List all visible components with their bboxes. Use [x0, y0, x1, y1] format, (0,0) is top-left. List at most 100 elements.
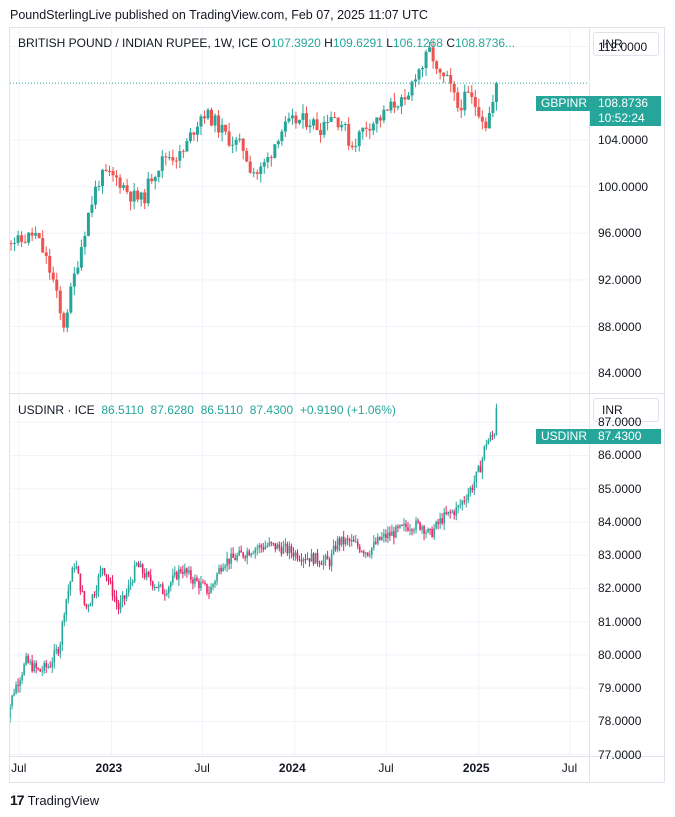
candle-body — [188, 570, 190, 573]
candle-body — [170, 582, 172, 587]
candle — [198, 578, 200, 595]
candle-body — [51, 662, 54, 667]
candle-body — [202, 582, 204, 584]
candle-body — [469, 487, 472, 494]
candle-body — [491, 435, 494, 437]
candle-body — [190, 570, 192, 580]
candle-body — [77, 566, 80, 574]
candle — [91, 593, 94, 607]
candle — [157, 170, 161, 183]
candle — [242, 551, 244, 559]
candle-body — [13, 693, 15, 696]
price-tick-label: 81.0000 — [598, 614, 642, 629]
gbpinr-chart-pane[interactable] — [10, 28, 589, 393]
candle — [155, 586, 158, 589]
candle — [276, 542, 279, 550]
candle-body — [286, 543, 289, 554]
candle-body — [97, 186, 101, 188]
candle — [315, 112, 319, 131]
candle-body — [23, 664, 25, 675]
candle-body — [208, 592, 210, 594]
candle — [186, 567, 188, 578]
candle-body — [51, 272, 55, 280]
candle — [343, 122, 347, 131]
candle — [170, 580, 172, 592]
candle-body — [429, 528, 431, 530]
candle-body — [125, 593, 128, 599]
candle-body — [242, 552, 244, 557]
candle-body — [264, 546, 267, 550]
candle — [342, 530, 345, 551]
usdinr-chart-pane[interactable] — [10, 394, 589, 756]
candle-body — [443, 512, 445, 524]
candle-body — [475, 471, 478, 483]
price-tick-label: 100.0000 — [598, 179, 649, 194]
candle-body — [248, 551, 251, 556]
candle — [340, 120, 344, 132]
candle — [452, 80, 456, 101]
candle — [16, 230, 20, 246]
candle — [399, 524, 401, 530]
candle — [202, 110, 206, 124]
pane-divider[interactable] — [9, 393, 665, 394]
candle-body — [421, 526, 423, 530]
candle-body — [413, 529, 415, 532]
candle — [224, 124, 228, 135]
candle — [41, 230, 45, 254]
candle-body — [470, 92, 474, 97]
candle — [43, 660, 45, 674]
candle-body — [449, 75, 453, 84]
candle — [413, 527, 415, 535]
candle — [151, 580, 154, 591]
currency-button-bottom[interactable]: INR — [593, 398, 659, 422]
candle-body — [334, 545, 337, 550]
candle-body — [419, 522, 421, 530]
candle-body — [150, 178, 154, 182]
candle-body — [480, 116, 484, 122]
candle-body — [236, 555, 238, 560]
candle — [139, 191, 143, 207]
tradingview-logo: 17 — [10, 792, 25, 808]
candle-body — [481, 458, 484, 473]
candle-body — [227, 131, 231, 146]
candle-body — [336, 117, 340, 128]
candle — [11, 694, 13, 710]
candle — [145, 567, 148, 581]
candle-body — [218, 568, 220, 574]
candle-body — [176, 571, 178, 580]
candle-body — [280, 131, 284, 142]
candle — [48, 249, 52, 280]
candle-body — [67, 590, 70, 600]
candle-body — [322, 559, 325, 565]
candle — [391, 524, 393, 536]
candle — [463, 84, 467, 116]
candle-body — [401, 525, 403, 527]
candle-body — [354, 146, 358, 148]
tradingview-name: TradingView — [27, 792, 100, 808]
candle — [399, 94, 403, 115]
candle-body — [115, 597, 118, 604]
candle — [180, 566, 182, 575]
candle-body — [288, 546, 291, 554]
candle-body — [241, 138, 245, 151]
candle — [136, 187, 140, 203]
candle — [401, 524, 403, 527]
candle — [31, 655, 33, 673]
candle — [479, 460, 482, 473]
candle-body — [350, 145, 354, 148]
candle — [286, 541, 289, 556]
candle — [55, 272, 59, 299]
candle — [113, 589, 116, 603]
candle-body — [385, 109, 389, 111]
candle — [350, 141, 354, 150]
currency-button-top[interactable]: INR — [593, 32, 659, 56]
legend-low-label: L — [386, 36, 393, 50]
candle — [431, 40, 435, 69]
candle — [322, 554, 325, 570]
candle-body — [196, 577, 198, 582]
candle-body — [368, 128, 372, 131]
candle — [364, 551, 367, 559]
candle-body — [377, 536, 379, 544]
candle — [314, 552, 317, 564]
candle — [417, 518, 419, 525]
